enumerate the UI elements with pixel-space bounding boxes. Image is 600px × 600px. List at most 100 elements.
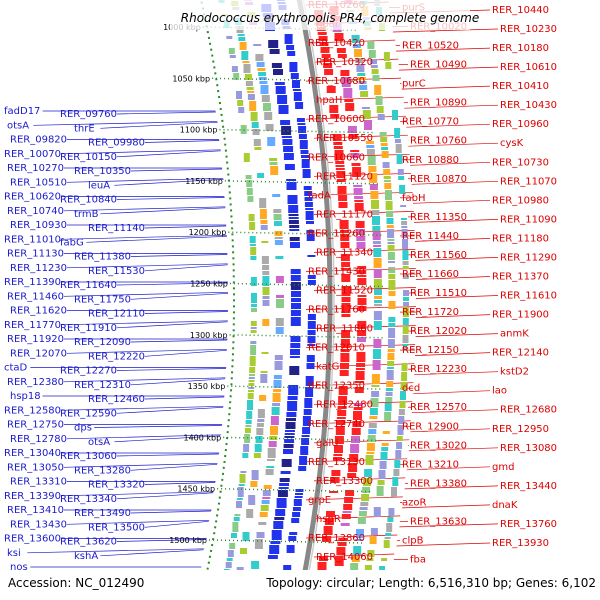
feature-block [357,298,367,305]
feature-block [337,406,347,409]
gene-label-forward: anmK [500,329,529,340]
label-connector [144,225,227,229]
label-connector [408,142,499,147]
scale-tick-line [228,231,383,236]
feature-block [399,185,406,194]
feature-block [279,483,290,486]
feature-block [228,48,235,54]
label-connector [100,207,226,215]
label-connector [415,257,499,261]
feature-block [269,545,280,554]
gene-label-reverse: RER_13600 [4,534,61,545]
feature-block [246,411,253,419]
feature-block [338,396,348,405]
label-connector [305,534,398,539]
scale-tick-label: 1100 kbp [180,126,218,135]
label-connector [100,549,204,557]
feature-block [233,517,240,521]
scale-tick-line [229,282,384,288]
feature-block [290,336,301,342]
gene-label-forward: kstD2 [500,367,529,378]
feature-block [254,147,262,150]
feature-block [395,450,402,459]
feature-block [274,221,282,226]
feature-block [236,91,242,99]
feature-block [382,431,390,434]
feature-block [287,396,298,400]
gene-label-reverse: RER_13040 [4,448,61,459]
feature-block [357,337,366,342]
label-connector [130,339,228,343]
feature-block [265,124,274,131]
genome-summary-text: Topology: circular; Length: 6,516,310 bp… [265,576,596,590]
gene-label-reverse: RER_10930 [10,220,67,231]
label-connector [66,434,221,440]
gene-label-forward: RER_11120 [316,171,373,182]
label-connector [63,462,218,468]
feature-block [287,51,296,56]
feature-block [367,435,376,442]
feature-block [384,403,392,411]
feature-block [379,461,387,469]
feature-block [262,300,270,306]
feature-block [307,330,316,335]
feature-block [251,304,257,307]
gene-label-forward: RER_10770 [402,117,459,128]
feature-block [356,64,365,72]
gene-label-forward: RER_10960 [492,119,549,130]
feature-block [373,339,382,348]
label-connector [410,428,491,433]
feature-block [387,353,395,360]
feature-block [400,205,407,207]
feature-block [260,371,268,373]
feature-block [261,241,269,243]
feature-block [388,270,396,273]
feature-block [358,81,367,84]
feature-block [357,306,367,311]
gene-label-reverse: RER_10740 [7,206,64,217]
feature-block [373,248,382,257]
label-connector [144,264,228,272]
feature-block [288,536,297,541]
feature-block [284,439,295,443]
feature-block [387,349,395,352]
feature-block [403,297,409,301]
feature-block [332,134,342,141]
gene-label-forward: grpE [308,495,331,506]
feature-block [341,330,351,338]
gene-label-forward: RER_11070 [500,176,557,187]
feature-block [284,433,295,435]
label-connector [414,238,491,242]
gene-label-reverse: fabG [60,237,84,248]
feature-block [289,366,300,375]
feature-block [365,141,374,144]
feature-block [372,241,381,244]
feature-block [333,142,343,145]
feature-block [262,296,270,299]
gene-label-forward: RER_11440 [402,231,459,242]
feature-block [371,391,380,397]
feature-block [373,245,382,247]
feature-block [270,416,279,425]
feature-block [356,529,364,538]
feature-block [259,209,267,219]
feature-block [383,176,391,179]
feature-block [339,370,349,376]
feature-block [237,487,244,497]
feature-block [267,459,275,461]
feature-block [231,66,238,72]
gene-label-reverse: fadD17 [4,106,40,117]
feature-block [402,239,408,249]
feature-block [270,426,278,435]
feature-block [368,429,377,434]
scale-tick-line [219,128,374,134]
feature-block [402,326,409,334]
gene-label-reverse: RER_11380 [74,252,131,263]
feature-block [248,214,255,221]
feature-block [347,126,357,133]
gene-label-reverse: kshA [74,551,98,562]
feature-block [340,523,350,526]
feature-block [364,120,372,130]
feature-block [348,134,358,139]
gene-label-forward: RER_10550 [316,133,373,144]
